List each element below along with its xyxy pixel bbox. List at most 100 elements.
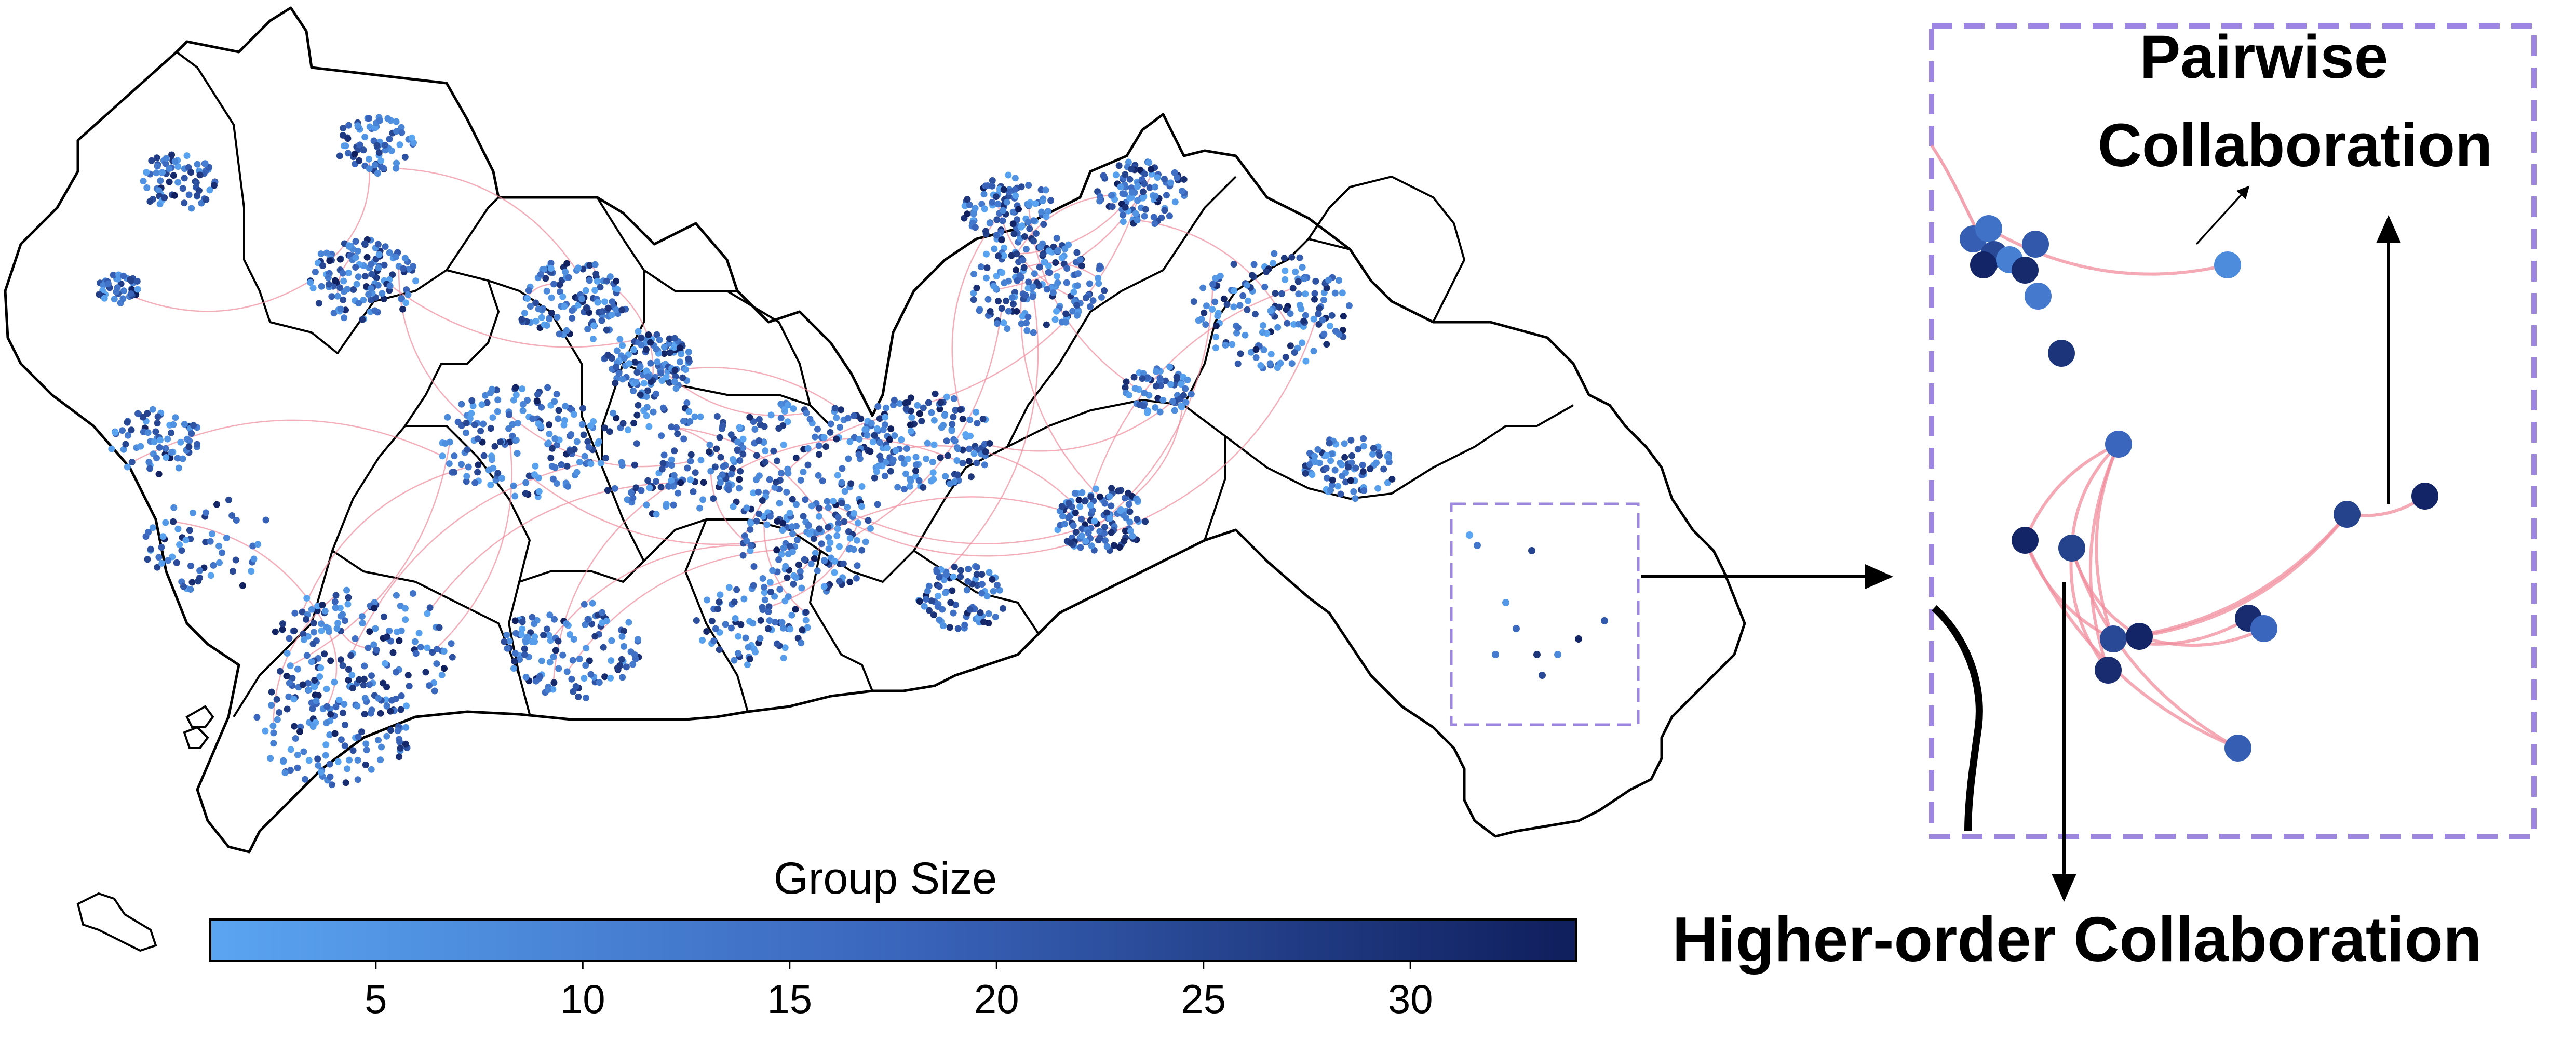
organization-point (1292, 268, 1299, 275)
zoom-region-box (1450, 502, 1640, 726)
organization-point (1360, 443, 1367, 450)
organization-point (759, 497, 766, 504)
organization-point (393, 592, 400, 599)
organization-point (944, 452, 951, 459)
organization-point (697, 457, 705, 464)
organization-point (1306, 461, 1313, 468)
organization-point (824, 498, 831, 505)
organization-point (643, 501, 650, 509)
organization-point (344, 765, 351, 772)
organization-point (1087, 303, 1094, 310)
organization-point (952, 407, 959, 414)
organization-point (1078, 262, 1085, 270)
organization-point (1267, 307, 1274, 314)
organization-point (766, 617, 773, 624)
organization-point (1040, 250, 1047, 257)
organization-point (287, 662, 294, 670)
organization-point (1252, 354, 1260, 361)
organization-point (1328, 312, 1336, 319)
organization-point (1331, 466, 1339, 474)
organization-point (699, 496, 707, 503)
organization-point (844, 415, 852, 422)
inset-point (2214, 251, 2241, 278)
organization-point (299, 608, 306, 616)
organization-point (647, 339, 654, 346)
inset-point (2058, 535, 2085, 562)
organization-point (736, 476, 743, 483)
organization-point (386, 249, 393, 256)
organization-point (354, 122, 361, 129)
organization-point (970, 289, 977, 297)
organization-point (352, 254, 359, 261)
organization-point (792, 501, 800, 508)
organization-point (96, 291, 103, 298)
organization-point (559, 651, 567, 659)
organization-point (853, 537, 860, 544)
organization-point (782, 563, 789, 570)
inset-point (2105, 431, 2132, 458)
organization-point (1148, 166, 1155, 173)
organization-point (1106, 515, 1113, 522)
organization-point (1045, 262, 1052, 270)
organization-point (671, 335, 678, 342)
organization-point (789, 530, 796, 537)
organization-point (880, 426, 887, 433)
organization-point (402, 616, 409, 623)
colorbar-tick-label: 15 (767, 976, 812, 1022)
organization-point (750, 489, 757, 497)
organization-point (1000, 319, 1007, 327)
organization-point (146, 465, 154, 472)
organization-point (1022, 291, 1029, 299)
organization-point (1045, 208, 1051, 215)
organization-point (387, 708, 394, 715)
organization-point (588, 620, 596, 628)
organization-point (552, 647, 559, 654)
organization-point (1341, 440, 1348, 447)
organization-point (1074, 312, 1081, 319)
organization-point (348, 672, 356, 679)
organization-point (163, 454, 170, 461)
organization-point (648, 378, 655, 385)
organization-point (1327, 487, 1334, 494)
organization-point (833, 532, 841, 539)
organization-point (389, 271, 396, 278)
organization-point (274, 716, 281, 723)
organization-point (155, 471, 163, 478)
collaboration-link (426, 482, 681, 614)
organization-point (350, 286, 357, 293)
organization-point (781, 597, 789, 605)
organization-point (762, 447, 769, 455)
organization-point (629, 661, 637, 668)
organization-point (177, 438, 184, 446)
organization-point (1325, 276, 1332, 284)
organization-point (844, 504, 851, 511)
organization-point (1128, 189, 1136, 196)
organization-point (559, 293, 567, 300)
organization-point (1030, 237, 1037, 245)
organization-point (143, 169, 150, 176)
organization-point (101, 295, 108, 302)
organization-point (1076, 256, 1084, 263)
organization-point (1276, 303, 1283, 311)
organization-point (318, 620, 325, 628)
organization-point (1052, 259, 1059, 266)
organization-point (983, 250, 990, 258)
organization-point (487, 481, 494, 488)
organization-point (1054, 273, 1060, 280)
inset-coastline (1932, 605, 1983, 832)
organization-point (512, 630, 519, 637)
organization-point (268, 688, 275, 696)
organization-point (1063, 279, 1070, 286)
organization-point (884, 444, 891, 451)
organization-point (797, 568, 804, 575)
organization-point (303, 652, 311, 659)
organization-point (1274, 324, 1282, 331)
organization-point (1096, 493, 1103, 500)
organization-point (358, 613, 366, 620)
organization-point (291, 627, 298, 634)
organization-point (248, 568, 255, 575)
organization-point (1119, 211, 1126, 219)
organization-point (1085, 529, 1092, 537)
organization-point (755, 488, 762, 496)
organization-point (940, 422, 947, 429)
